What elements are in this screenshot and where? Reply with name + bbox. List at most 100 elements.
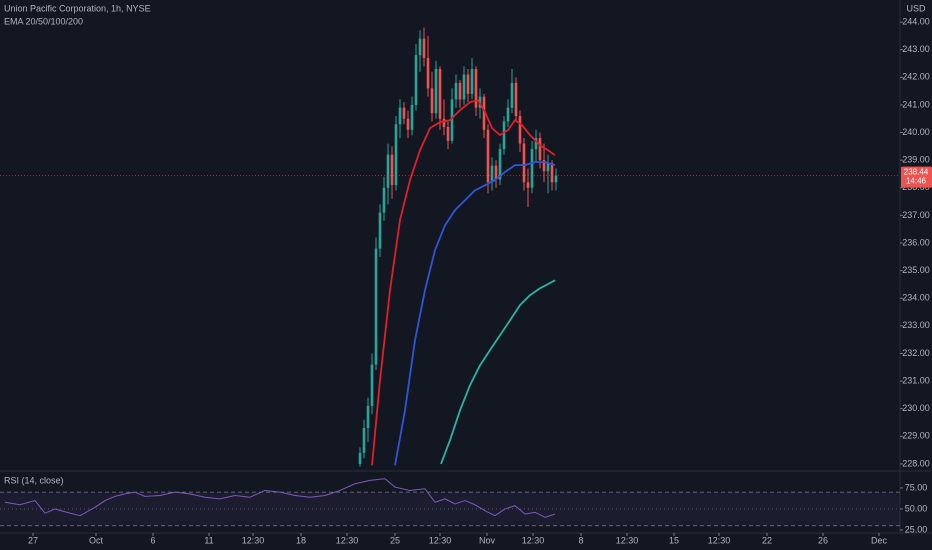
candle-body (442, 118, 446, 128)
ema-line (394, 161, 556, 466)
y-tick-label: 232.00 (902, 348, 930, 358)
candle-body (426, 57, 430, 89)
y-tick-label: 229.00 (902, 431, 930, 441)
candle-body (494, 165, 498, 180)
axes: 228.00 229.00 230.00 231.00 232.00 233.00 234.… (28, 16, 932, 545)
candle-body (518, 115, 522, 144)
rsi-tick-label: 25.00 (905, 524, 928, 534)
candle-body (398, 107, 402, 125)
candle-body (506, 107, 510, 122)
last-price-badge (901, 166, 932, 188)
x-tick-label: 12:30 (429, 535, 452, 545)
candle-body (554, 175, 558, 183)
candle-body (366, 405, 370, 429)
x-tick-label: 18 (296, 535, 306, 545)
x-tick-label: 12:30 (616, 535, 639, 545)
y-tick-label: 237.00 (902, 210, 930, 220)
last-price-label: 238.44 (904, 168, 929, 177)
candle-body (534, 138, 538, 150)
ema-line (371, 99, 556, 466)
candle-body (490, 165, 494, 183)
candle-body (418, 38, 422, 56)
candle-body (462, 74, 466, 100)
x-tick-label: 15 (669, 535, 679, 545)
candle-body (538, 138, 542, 161)
y-tick-label: 243.00 (902, 44, 930, 54)
x-tick-label: Dec (871, 535, 888, 545)
candle-body (410, 104, 414, 130)
x-tick-label: 27 (28, 535, 38, 545)
rsi-tick-label: 50.00 (905, 503, 928, 513)
candle-body (458, 82, 462, 100)
y-tick-label: 242.00 (902, 72, 930, 82)
indicator-legend: EMA 20/50/100/200 (4, 16, 83, 26)
y-tick-label: 230.00 (902, 403, 930, 413)
countdown-label: 14:46 (906, 177, 927, 186)
candle-body (502, 121, 506, 150)
rsi-tick-label: 75.00 (905, 482, 928, 492)
y-tick-label: 240.00 (902, 127, 930, 137)
candle-body (382, 187, 386, 213)
candle-body (414, 55, 418, 105)
x-tick-label: 26 (818, 535, 828, 545)
y-tick-label: 234.00 (902, 293, 930, 303)
x-tick-label: 22 (762, 535, 772, 545)
y-tick-label: 236.00 (902, 237, 930, 247)
y-tick-label: 233.00 (902, 320, 930, 330)
candle-body (406, 118, 410, 130)
candle-body (514, 82, 518, 116)
x-tick-label: 25 (390, 535, 400, 545)
candle-body (454, 82, 458, 100)
candle-body (390, 154, 394, 186)
rsi-band (0, 492, 900, 526)
candle-body (370, 364, 374, 406)
candle-body (358, 452, 362, 464)
x-tick-label: 12:30 (242, 535, 265, 545)
candle-body (374, 248, 378, 365)
candle-body (474, 69, 478, 108)
candle-body (362, 428, 366, 453)
candle-body (526, 182, 530, 188)
x-tick-label: Oct (89, 535, 104, 545)
ema-line (440, 279, 556, 465)
rsi-title: RSI (14, close) (4, 475, 64, 485)
candle-body (446, 127, 450, 141)
candle-body (402, 107, 406, 119)
candle-body (438, 69, 442, 119)
y-tick-label: 239.00 (902, 155, 930, 165)
y-tick-label: 231.00 (902, 375, 930, 385)
candle-body (470, 69, 474, 94)
candle-body (486, 129, 490, 183)
x-tick-label: 12:30 (336, 535, 359, 545)
candle-body (378, 212, 382, 249)
x-tick-label: Nov (479, 535, 496, 545)
candle-body (522, 143, 526, 183)
candle-body (546, 162, 550, 172)
y-tick-label: 235.00 (902, 265, 930, 275)
candle-body (510, 82, 514, 108)
candle-body (430, 88, 434, 114)
x-tick-label: 11 (204, 535, 213, 545)
y-tick-label: 244.00 (902, 16, 930, 26)
x-tick-label: 8 (578, 535, 583, 545)
candle-body (386, 154, 390, 188)
y-tick-label: 241.00 (902, 99, 930, 109)
x-tick-label: 6 (150, 535, 155, 545)
candle-body (434, 69, 438, 114)
x-tick-label: 12:30 (522, 535, 545, 545)
rsi-line (4, 478, 556, 518)
candle-body (542, 160, 546, 172)
y-tick-label: 228.00 (902, 458, 930, 468)
candle-body (450, 99, 454, 141)
candle-body (422, 38, 426, 58)
candle-body (394, 124, 398, 186)
x-tick-label: 12:30 (708, 535, 731, 545)
currency-label: USD (906, 3, 926, 13)
rsi-pane (0, 478, 900, 527)
main-pane (0, 27, 900, 467)
candle-body (550, 162, 554, 183)
candle-body (466, 74, 470, 94)
candle-body (530, 149, 534, 188)
